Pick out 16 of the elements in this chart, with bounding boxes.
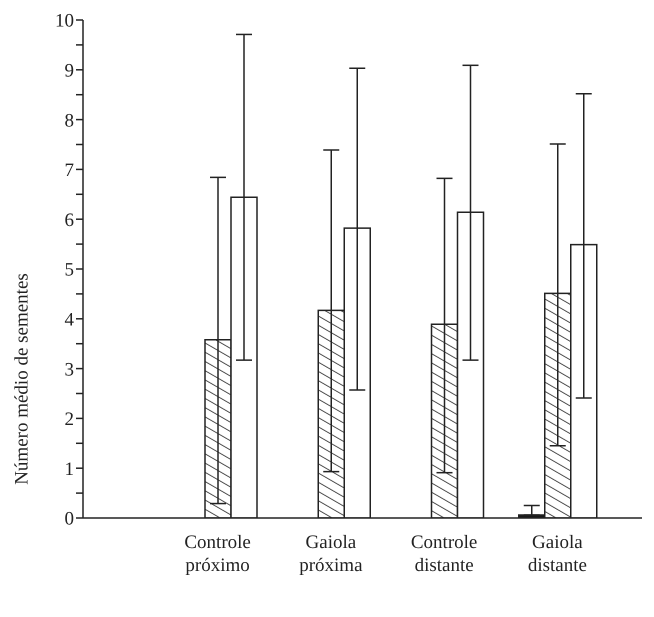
x-tick-label: Gaiola distante [528, 532, 587, 576]
y-tick-label: 10 [55, 10, 74, 32]
y-tick-label: 8 [64, 110, 74, 132]
y-tick-label: 7 [64, 160, 74, 182]
y-tick-label: 3 [64, 359, 74, 380]
y-tick-label: 6 [64, 210, 74, 231]
y-tick-label: 4 [64, 310, 74, 331]
y-axis-title: Número médio de sementes [12, 273, 33, 485]
x-tick-label: Controle distante [410, 532, 478, 576]
x-tick-label: Controle próximo [184, 532, 251, 576]
y-tick-label: 2 [64, 409, 74, 430]
y-tick-label: 5 [64, 260, 74, 281]
x-tick-label: Gaiola próxima [299, 532, 364, 576]
y-tick-label: 1 [64, 458, 74, 480]
y-tick-label: 9 [64, 60, 74, 82]
y-tick-label: 0 [64, 508, 74, 530]
